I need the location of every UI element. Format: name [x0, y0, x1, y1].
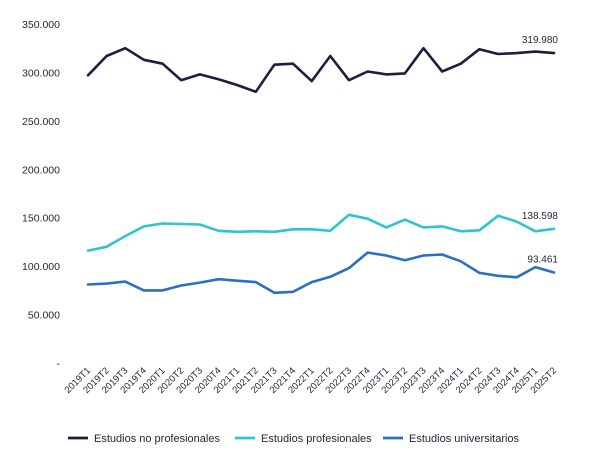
- legend-label: Estudios universitarios: [409, 433, 520, 445]
- y-tick-label: 150.000: [22, 213, 60, 225]
- y-tick-label: 300.000: [22, 67, 60, 79]
- y-tick-label: 250.000: [22, 116, 60, 128]
- y-tick-label: 50.000: [28, 310, 60, 322]
- y-axis: 350.000 300.000 250.000 200.000 150.000 100.0…: [22, 19, 60, 370]
- y-tick-label: 350.000: [22, 19, 60, 31]
- legend: Estudios no profesionales Estudios profes…: [68, 433, 520, 445]
- series-line-2: [86, 251, 556, 295]
- legend-label: Estudios no profesionales: [94, 433, 220, 445]
- end-value-label: 138.598: [522, 211, 559, 222]
- y-tick-label: 200.000: [22, 164, 60, 176]
- end-labels: 319.980 138.598 93.461: [522, 35, 559, 265]
- series-group: [86, 46, 556, 295]
- legend-label: Estudios profesionales: [261, 433, 372, 445]
- y-tick-label: -: [57, 358, 61, 370]
- series-line-0: [86, 46, 556, 94]
- end-value-label: 319.980: [522, 35, 559, 46]
- end-value-label: 93.461: [527, 254, 558, 265]
- y-tick-label: 100.000: [22, 261, 60, 273]
- x-axis: 2019T12019T22019T32019T42020T12020T22020…: [63, 365, 560, 396]
- series-line-1: [86, 213, 556, 252]
